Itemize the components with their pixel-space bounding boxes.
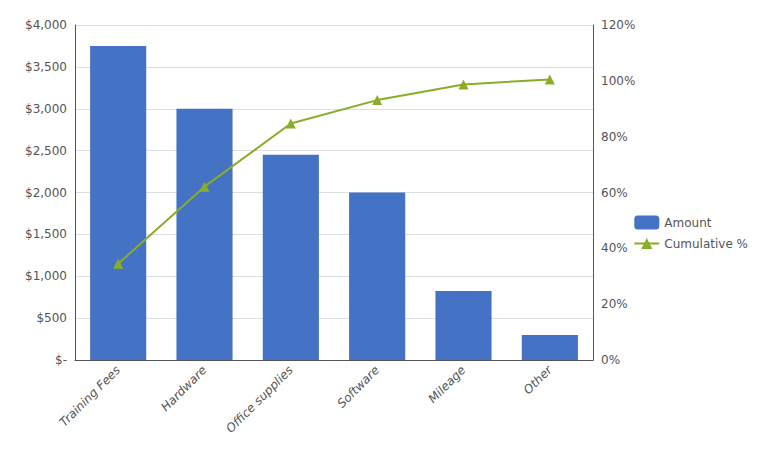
svg-text:Hardware: Hardware (158, 363, 209, 414)
svg-text:Cumulative %: Cumulative % (664, 237, 748, 251)
svg-text:$2,500: $2,500 (25, 144, 67, 158)
svg-text:120%: 120% (601, 18, 635, 32)
svg-text:$1,500: $1,500 (25, 227, 67, 241)
svg-text:80%: 80% (601, 130, 628, 144)
svg-text:40%: 40% (601, 241, 628, 255)
svg-text:100%: 100% (601, 74, 635, 88)
svg-text:Training Fees: Training Fees (57, 363, 123, 429)
svg-text:60%: 60% (601, 186, 628, 200)
svg-text:$1,000: $1,000 (25, 269, 67, 283)
svg-text:Amount: Amount (664, 216, 711, 230)
svg-text:Software: Software (335, 363, 383, 411)
svg-text:$4,000: $4,000 (25, 18, 67, 32)
svg-text:Mileage: Mileage (426, 363, 469, 406)
svg-text:0%: 0% (601, 353, 620, 367)
svg-text:$500: $500 (36, 311, 67, 325)
svg-text:$3,000: $3,000 (25, 102, 67, 116)
svg-text:Office supplies: Office supplies (223, 363, 295, 435)
svg-text:20%: 20% (601, 297, 628, 311)
svg-text:Other: Other (521, 362, 556, 397)
svg-text:$3,500: $3,500 (25, 60, 67, 74)
svg-text:$-: $- (55, 353, 67, 367)
svg-text:$2,000: $2,000 (25, 186, 67, 200)
